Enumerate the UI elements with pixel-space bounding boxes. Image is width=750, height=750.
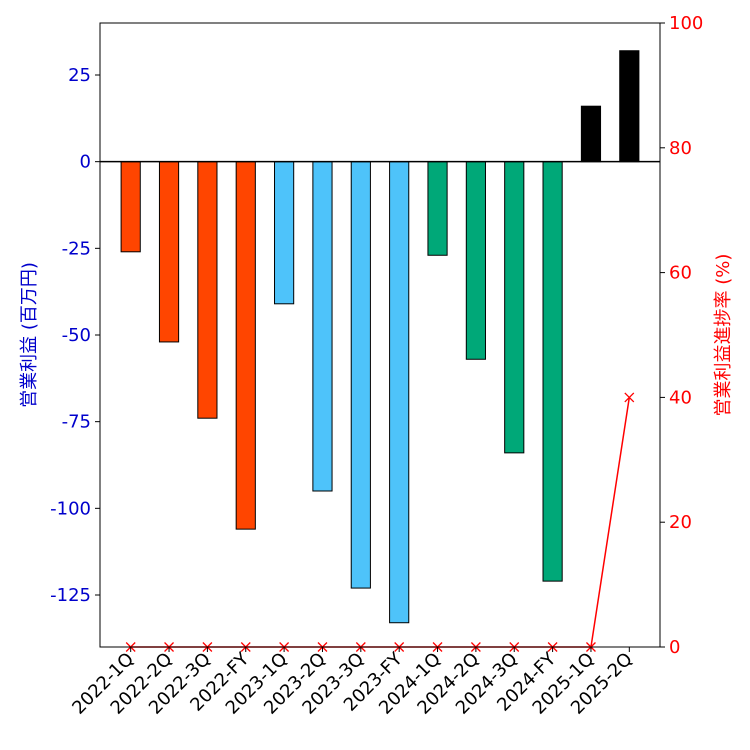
bar-2022-3Q [197,161,218,419]
left-tick-label: 0 [80,152,91,173]
x-axis: 2022-1Q2022-2Q2022-3Q2022-FY2023-1Q2023-… [68,647,637,719]
bar-2023-1Q [274,161,295,305]
bar-2024-1Q [427,161,448,256]
progress-marker-2025-2Q [624,392,635,403]
bar-2023-3Q [350,161,371,589]
right-tick-label: 100 [669,13,703,34]
right-tick-label: 40 [669,387,692,408]
right-axis: 100 80 60 40 20 0 [660,13,703,658]
left-tick-label: 25 [68,65,91,86]
bars-group [120,50,640,624]
bar-2023-FY [389,161,410,624]
bar-2025-2Q [619,50,640,163]
right-tick-label: 20 [669,512,692,533]
right-tick-label: 60 [669,263,692,284]
left-tick-label: -75 [62,412,91,433]
plot-frame [99,22,661,648]
right-tick-label: 80 [669,138,692,159]
bar-2024-3Q [504,161,525,454]
bar-2025-1Q [580,105,602,163]
left-tick-label: -50 [62,325,91,346]
bar-2023-2Q [312,161,333,492]
bar-2022-2Q [158,161,180,343]
y-axis-label-left: 営業利益 (百万円) [19,262,40,408]
left-tick-label: -125 [50,585,91,606]
bar-2024-FY [542,161,563,582]
y-axis-label-right: 営業利益進捗率 (%) [713,254,734,417]
bar-2022-FY [235,161,256,530]
left-tick-label: -25 [62,238,91,259]
left-tick-label: -100 [50,498,91,519]
bar-2022-1Q [120,161,141,253]
bar-2024-2Q [465,161,486,360]
left-axis: 25 0 -25 -50 -75 -100 -125 [50,65,100,606]
right-tick-label: 0 [669,637,680,658]
